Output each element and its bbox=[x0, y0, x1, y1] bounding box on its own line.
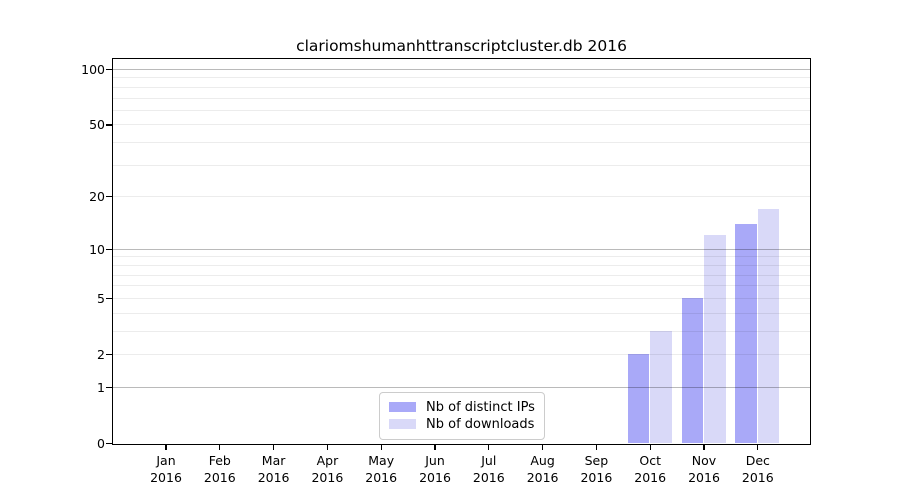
x-tick-label: Feb 2016 bbox=[188, 452, 252, 486]
x-tick-year: 2016 bbox=[580, 470, 613, 485]
x-tick-mark bbox=[541, 445, 544, 450]
x-tick-year: 2016 bbox=[365, 470, 398, 485]
y-tick-label: 50 bbox=[89, 117, 105, 133]
legend-label-downloads: Nb of downloads bbox=[426, 416, 535, 432]
x-tick-label: Jun 2016 bbox=[403, 452, 467, 486]
legend-entry-distinct-ips: Nb of distinct IPs bbox=[389, 399, 535, 415]
x-tick-year: 2016 bbox=[634, 470, 667, 485]
x-tick-mark bbox=[703, 445, 705, 450]
x-tick-mark bbox=[165, 445, 167, 450]
y-tick-label: 10 bbox=[89, 241, 105, 257]
bar-downloads bbox=[757, 208, 780, 443]
y-tick-label: 1 bbox=[97, 379, 105, 395]
x-tick-mark bbox=[380, 445, 382, 450]
x-tick-label: Oct 2016 bbox=[618, 452, 682, 486]
y-tick-label: 2 bbox=[97, 347, 105, 362]
x-tick-label: Sep 2016 bbox=[564, 452, 628, 486]
x-tick-year: 2016 bbox=[311, 470, 344, 485]
x-tick-month: Aug bbox=[530, 453, 555, 468]
x-tick-mark bbox=[649, 445, 651, 450]
x-tick-label: Jul 2016 bbox=[457, 452, 521, 486]
x-tick-month: Sep bbox=[584, 453, 609, 468]
x-tick-year: 2016 bbox=[472, 470, 505, 485]
x-tick-label: Jan 2016 bbox=[134, 452, 198, 486]
x-tick-year: 2016 bbox=[150, 470, 182, 485]
x-tick-label: Apr 2016 bbox=[295, 452, 359, 486]
x-tick-year: 2016 bbox=[203, 470, 236, 485]
x-tick-year: 2016 bbox=[688, 470, 720, 485]
y-tick-label: 5 bbox=[97, 290, 105, 306]
x-tick-year: 2016 bbox=[419, 470, 451, 485]
x-tick-mark bbox=[434, 445, 436, 450]
x-tick-month: Jan bbox=[156, 453, 176, 468]
x-tick-mark bbox=[757, 445, 759, 450]
legend-swatch-distinct-ips bbox=[389, 402, 416, 412]
x-tick-month: Feb bbox=[208, 453, 231, 468]
x-tick-mark bbox=[219, 445, 221, 450]
x-tick-mark bbox=[326, 445, 329, 450]
legend-swatch-downloads bbox=[389, 419, 416, 429]
chart-title: clariomshumanhttranscriptcluster.db 2016 bbox=[296, 37, 627, 55]
x-tick-month: Jun bbox=[425, 453, 445, 468]
x-tick-mark bbox=[272, 445, 275, 450]
bar-layer bbox=[113, 59, 810, 444]
plot-area bbox=[112, 58, 811, 445]
x-tick-month: Dec bbox=[745, 453, 770, 468]
bar-distinct-ips bbox=[627, 354, 650, 443]
x-tick-month: Apr bbox=[316, 453, 339, 468]
y-tick-label: 20 bbox=[89, 189, 105, 205]
x-tick-mark bbox=[595, 445, 598, 450]
x-tick-month: Mar bbox=[261, 453, 286, 468]
bar-downloads bbox=[704, 235, 726, 443]
x-tick-label: Mar 2016 bbox=[242, 452, 306, 486]
bar-downloads bbox=[650, 330, 672, 443]
bar-distinct-ips bbox=[735, 223, 757, 443]
x-tick-label: Aug 2016 bbox=[511, 452, 575, 486]
legend: Nb of distinct IPs Nb of downloads bbox=[379, 392, 545, 440]
y-tick-label: 0 bbox=[97, 436, 105, 451]
x-tick-month: Jul bbox=[481, 453, 497, 468]
x-tick-month: Nov bbox=[691, 453, 717, 468]
x-tick-year: 2016 bbox=[257, 470, 290, 485]
x-tick-label: May 2016 bbox=[349, 452, 413, 486]
x-tick-label: Nov 2016 bbox=[672, 452, 736, 486]
x-tick-month: May bbox=[368, 453, 395, 468]
x-tick-year: 2016 bbox=[741, 470, 774, 485]
bar-distinct-ips bbox=[681, 297, 703, 443]
x-tick-label: Dec 2016 bbox=[726, 452, 790, 486]
legend-entry-downloads: Nb of downloads bbox=[389, 416, 535, 432]
legend-label-distinct-ips: Nb of distinct IPs bbox=[426, 399, 535, 415]
x-tick-mark bbox=[488, 445, 490, 450]
x-tick-year: 2016 bbox=[526, 470, 559, 485]
x-tick-month: Oct bbox=[639, 453, 661, 468]
y-tick-label: 100 bbox=[81, 62, 105, 77]
